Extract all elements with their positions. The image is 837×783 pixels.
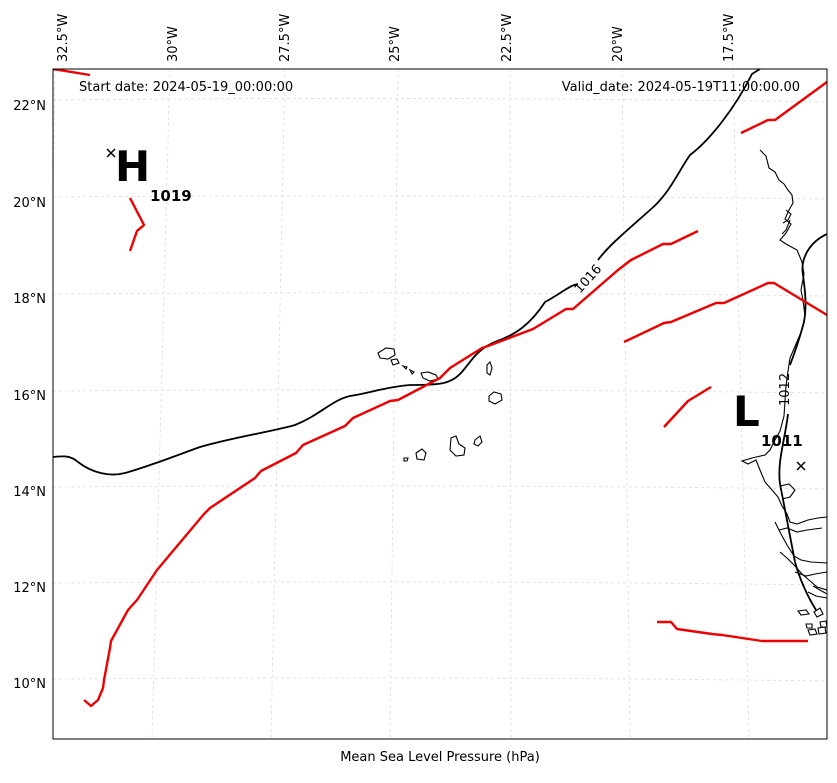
longitude-ticks: 32.5°W 30°W 27.5°W 25°W 22.5°W 20°W 17.5… <box>56 14 737 62</box>
front-high <box>128 197 146 252</box>
lat-tick-16n: 16°N <box>13 389 46 404</box>
lat-tick-18n: 18°N <box>13 292 46 307</box>
x-axis-label: Mean Sea Level Pressure (hPa) <box>340 750 540 765</box>
lon-tick-20w: 20°W <box>611 26 626 62</box>
plot-frame <box>52 68 828 740</box>
lat-tick-10n: 10°N <box>13 677 46 692</box>
high-pressure-letter: H <box>115 142 150 191</box>
lon-tick-22-5w: 22.5°W <box>500 14 515 62</box>
isobar-label-1016: 1016 <box>572 262 605 297</box>
high-center-marker <box>106 148 116 158</box>
lat-tick-14n: 14°N <box>13 485 46 500</box>
isobar-1016 <box>53 69 761 476</box>
high-pressure-value: 1019 <box>150 187 192 205</box>
front-short <box>663 385 712 428</box>
low-pressure-letter: L <box>733 387 760 436</box>
start-date-label: Start date: 2024-05-19_00:00:00 <box>79 80 293 95</box>
isobars <box>53 69 827 611</box>
islands <box>377 347 827 636</box>
lon-tick-27-5w: 27.5°W <box>278 14 293 62</box>
low-pressure-value: 1011 <box>761 432 803 450</box>
low-center-marker <box>796 461 806 471</box>
lon-tick-25w: 25°W <box>388 26 403 62</box>
lat-tick-22n: 22°N <box>13 99 46 114</box>
lon-tick-17-5w: 17.5°W <box>722 14 737 62</box>
front-south <box>657 620 808 643</box>
isobar-label-1012: 1012 <box>778 373 793 406</box>
isobar-1012 <box>778 233 827 611</box>
plot-area: 1016 1012 H 1019 L 1011 Start date: 2024… <box>53 69 827 739</box>
lat-tick-12n: 12°N <box>13 581 46 596</box>
front-northeast <box>740 81 827 135</box>
lon-tick-32-5w: 32.5°W <box>56 14 71 62</box>
front-northwest-tip <box>53 69 91 77</box>
latitude-ticks: 22°N 20°N 18°N 16°N 14°N 12°N 10°N <box>13 99 46 692</box>
graticule <box>53 69 827 739</box>
fronts <box>53 69 827 708</box>
valid-date-label: Valid_date: 2024-05-19T11:00:00.00 <box>562 80 800 95</box>
lat-tick-20n: 20°N <box>13 196 46 211</box>
front-main <box>83 229 699 708</box>
lon-tick-30w: 30°W <box>166 26 181 62</box>
front-east <box>623 281 827 344</box>
